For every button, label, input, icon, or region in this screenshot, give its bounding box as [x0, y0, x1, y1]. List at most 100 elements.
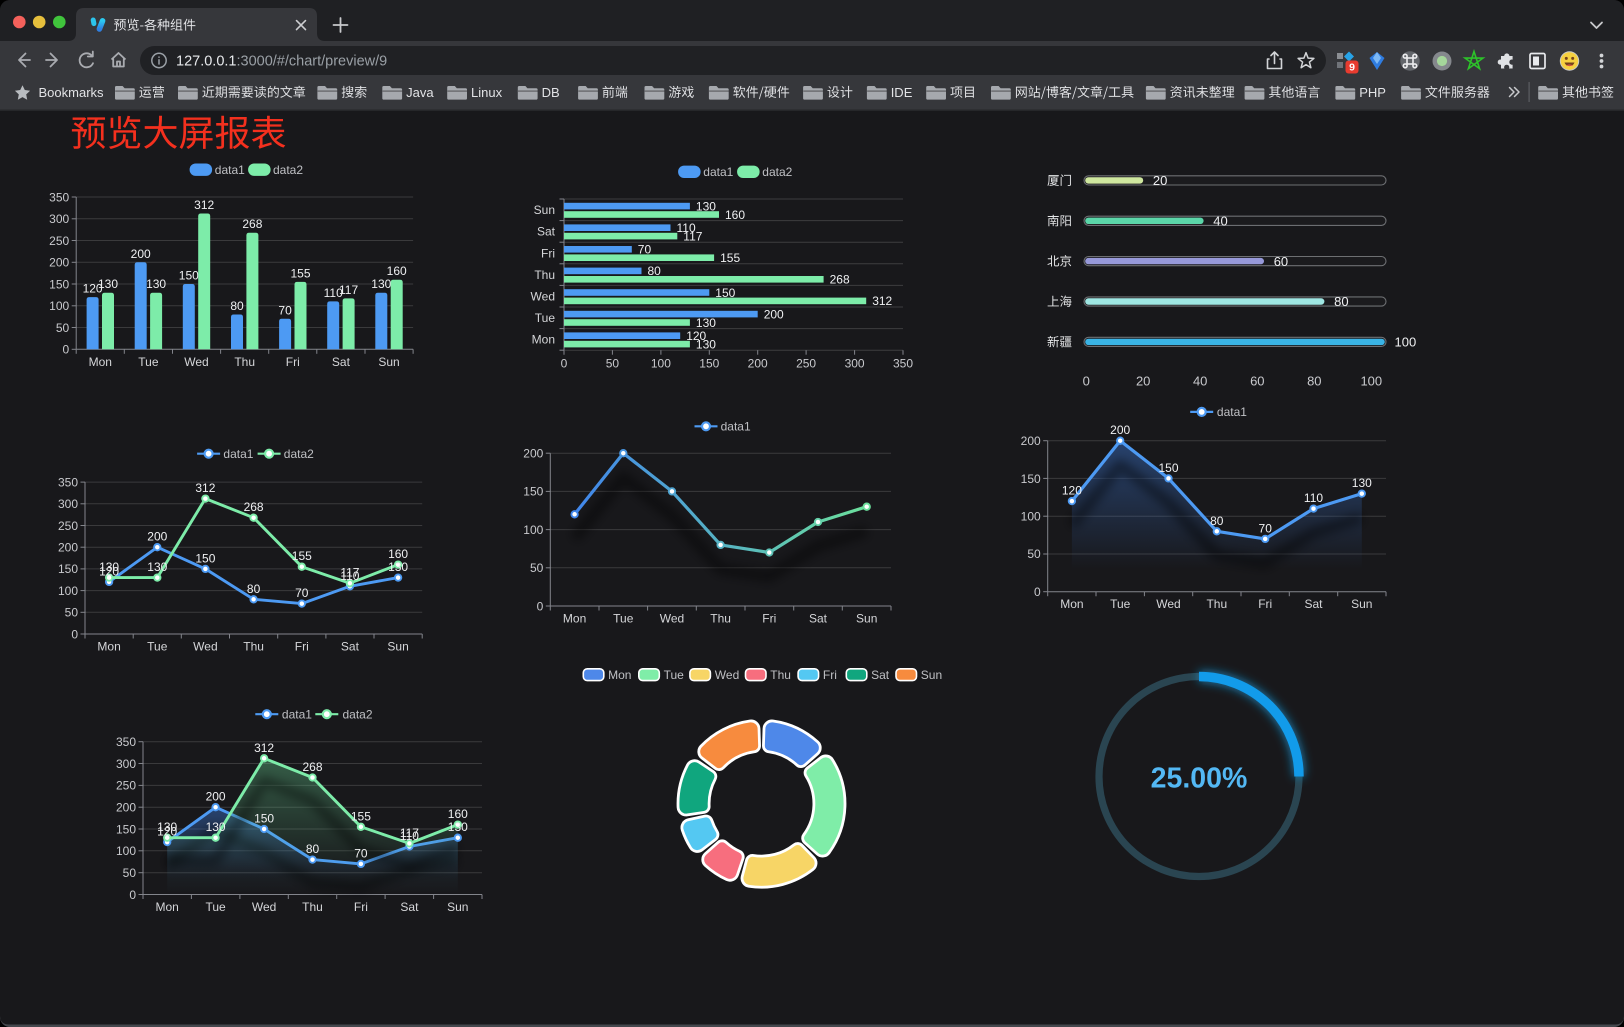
svg-text:Wed: Wed — [531, 290, 555, 304]
svg-text:268: 268 — [242, 217, 262, 231]
svg-text:Sun: Sun — [534, 203, 555, 217]
svg-text:Thu: Thu — [710, 612, 731, 626]
svg-text:Thu: Thu — [243, 640, 264, 654]
svg-text:110: 110 — [1304, 491, 1323, 505]
svg-text:Mon: Mon — [89, 355, 112, 369]
svg-text:50: 50 — [65, 606, 79, 620]
svg-text:Fri: Fri — [1258, 597, 1272, 611]
svg-text:Linux: Linux — [471, 85, 503, 100]
svg-text:127.0.0.1:3000/#/chart/preview: 127.0.0.1:3000/#/chart/preview/9 — [176, 54, 387, 70]
svg-text:130: 130 — [1352, 476, 1372, 490]
svg-text:110: 110 — [400, 829, 419, 843]
svg-text:Thu: Thu — [770, 668, 791, 682]
svg-text:120: 120 — [157, 825, 177, 839]
svg-text:150: 150 — [715, 286, 735, 300]
svg-text:130: 130 — [98, 277, 118, 291]
svg-text:117: 117 — [400, 826, 419, 840]
svg-text:Tue: Tue — [613, 612, 634, 626]
svg-text:80: 80 — [1334, 294, 1348, 309]
svg-text:300: 300 — [58, 497, 78, 511]
svg-text:DB: DB — [542, 85, 560, 100]
svg-text:70: 70 — [638, 243, 652, 257]
svg-text:117: 117 — [683, 229, 702, 243]
svg-text:Mon: Mon — [156, 900, 179, 914]
svg-text:300: 300 — [116, 757, 136, 771]
svg-text:268: 268 — [244, 500, 264, 514]
svg-text:350: 350 — [49, 190, 69, 204]
svg-text:300: 300 — [49, 212, 69, 226]
svg-text:150: 150 — [523, 485, 543, 499]
svg-text:40: 40 — [1193, 374, 1207, 389]
svg-text:Wed: Wed — [184, 355, 208, 369]
svg-text:80: 80 — [247, 582, 261, 596]
svg-text:data1: data1 — [721, 420, 751, 434]
svg-text:IDE: IDE — [891, 85, 913, 100]
svg-text:312: 312 — [194, 198, 214, 212]
svg-text:Mon: Mon — [1060, 597, 1083, 611]
svg-text:160: 160 — [388, 547, 408, 561]
svg-text:160: 160 — [725, 208, 745, 222]
svg-text:50: 50 — [1027, 547, 1041, 561]
svg-text:130: 130 — [696, 199, 716, 213]
svg-text:250: 250 — [116, 779, 136, 793]
svg-text:20: 20 — [1153, 173, 1167, 188]
svg-text:Sat: Sat — [341, 640, 360, 654]
svg-text:150: 150 — [116, 822, 136, 836]
svg-text:0: 0 — [1034, 585, 1041, 599]
svg-text:150: 150 — [1021, 472, 1041, 486]
svg-text:Wed: Wed — [252, 900, 276, 914]
svg-text:Sun: Sun — [856, 612, 877, 626]
svg-text:0: 0 — [63, 343, 70, 357]
svg-text:130: 130 — [157, 820, 177, 834]
svg-text:Sun: Sun — [378, 355, 399, 369]
svg-text:data2: data2 — [273, 163, 303, 177]
svg-text:data1: data1 — [1217, 405, 1247, 419]
svg-text:70: 70 — [1259, 521, 1273, 535]
svg-text:200: 200 — [131, 247, 151, 261]
svg-text:Fri: Fri — [354, 900, 368, 914]
svg-text:Tue: Tue — [1110, 597, 1131, 611]
svg-text:Sun: Sun — [921, 668, 942, 682]
svg-text:Fri: Fri — [541, 246, 555, 260]
svg-text:200: 200 — [523, 447, 543, 461]
svg-text:200: 200 — [58, 541, 78, 555]
svg-text:130: 130 — [696, 316, 716, 330]
svg-text:80: 80 — [1307, 374, 1321, 389]
svg-text:200: 200 — [116, 801, 136, 815]
svg-text:Mon: Mon — [563, 612, 586, 626]
svg-text:Mon: Mon — [608, 668, 631, 682]
svg-text:130: 130 — [388, 560, 408, 574]
svg-text:60: 60 — [1250, 374, 1264, 389]
svg-text:312: 312 — [872, 294, 892, 308]
svg-text:120: 120 — [99, 564, 119, 578]
svg-text:150: 150 — [58, 562, 78, 576]
svg-text:Sun: Sun — [387, 640, 408, 654]
svg-text:250: 250 — [58, 519, 78, 533]
svg-text:Thu: Thu — [234, 355, 255, 369]
svg-text:312: 312 — [254, 741, 274, 755]
svg-text:268: 268 — [302, 760, 322, 774]
svg-text:Mon: Mon — [532, 333, 555, 347]
svg-text:data1: data1 — [703, 165, 733, 179]
svg-text:100: 100 — [651, 357, 671, 371]
svg-text:155: 155 — [351, 809, 371, 823]
svg-text:155: 155 — [290, 266, 310, 280]
svg-text:200: 200 — [1021, 434, 1041, 448]
svg-text:Sat: Sat — [332, 355, 351, 369]
svg-text:Sun: Sun — [1351, 597, 1372, 611]
svg-text:40: 40 — [1213, 214, 1227, 229]
svg-text:0: 0 — [561, 357, 568, 371]
svg-text:data2: data2 — [762, 165, 792, 179]
svg-text:50: 50 — [606, 357, 620, 371]
svg-text:117: 117 — [340, 566, 359, 580]
svg-text:130: 130 — [147, 560, 167, 574]
svg-text:160: 160 — [448, 807, 468, 821]
svg-text:300: 300 — [845, 357, 865, 371]
svg-text:312: 312 — [195, 481, 215, 495]
svg-text:Fri: Fri — [295, 640, 309, 654]
svg-text:100: 100 — [1360, 374, 1382, 389]
svg-text:150: 150 — [49, 277, 69, 291]
svg-text:150: 150 — [699, 357, 719, 371]
svg-text:Sat: Sat — [400, 900, 419, 914]
svg-text:130: 130 — [99, 560, 119, 574]
